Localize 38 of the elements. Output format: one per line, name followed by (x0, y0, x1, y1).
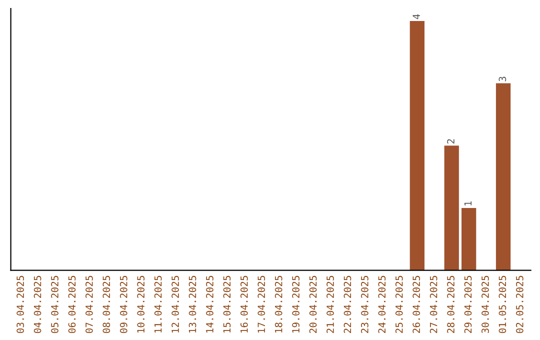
x-tick-label: 19.04.2025 (292, 276, 300, 333)
x-tick-label: 06.04.2025 (68, 276, 76, 334)
x-tick-label: 08.04.2025 (102, 276, 110, 334)
x-tick-label: 18.04.2025 (274, 276, 282, 333)
data-label: 1 (464, 201, 472, 206)
x-tick-label: 21.04.2025 (326, 276, 334, 333)
x-tick-label: 02.05.2025 (516, 276, 524, 334)
data-label: 3 (498, 76, 506, 82)
x-tick-label: 15.04.2025 (223, 276, 231, 333)
x-tick-label: 26.04.2025 (412, 276, 420, 333)
x-tick-label: 20.04.2025 (309, 276, 317, 333)
x-tick-label: 13.04.2025 (188, 276, 196, 333)
x-tick-label: 23.04.2025 (361, 276, 368, 333)
x-tick-label: 14.04.2025 (206, 276, 214, 333)
x-tick-label: 28.04.2025 (447, 276, 454, 333)
x-tick-label: 05.04.2025 (51, 276, 58, 334)
x-tick-label: 27.04.2025 (430, 276, 438, 333)
x-tick-label: 09.04.2025 (120, 276, 128, 334)
bar (496, 83, 511, 270)
x-tick-label: 01.05.2025 (498, 276, 506, 334)
bar (410, 20, 424, 270)
bar (462, 208, 476, 270)
x-tick-label: 29.04.2025 (464, 276, 472, 333)
bar (444, 146, 459, 270)
data-label: 2 (447, 139, 454, 144)
data-label: 4 (412, 14, 420, 20)
x-tick-label: 30.04.2025 (482, 276, 489, 334)
x-tick-label: 12.04.2025 (172, 276, 179, 333)
x-tick-label: 17.04.2025 (258, 276, 266, 333)
x-tick-label: 22.04.2025 (344, 276, 352, 333)
x-tick-label: 07.04.2025 (86, 276, 93, 334)
x-tick-label: 03.04.2025 (16, 276, 24, 334)
x-tick-label: 10.04.2025 (137, 276, 145, 333)
x-tick-label: 24.04.2025 (378, 276, 386, 333)
x-tick-label: 25.04.2025 (395, 276, 403, 333)
x-tick-label: 16.04.2025 (240, 276, 248, 333)
x-tick-label: 11.04.2025 (154, 276, 162, 333)
x-tick-label: 04.04.2025 (34, 276, 42, 334)
